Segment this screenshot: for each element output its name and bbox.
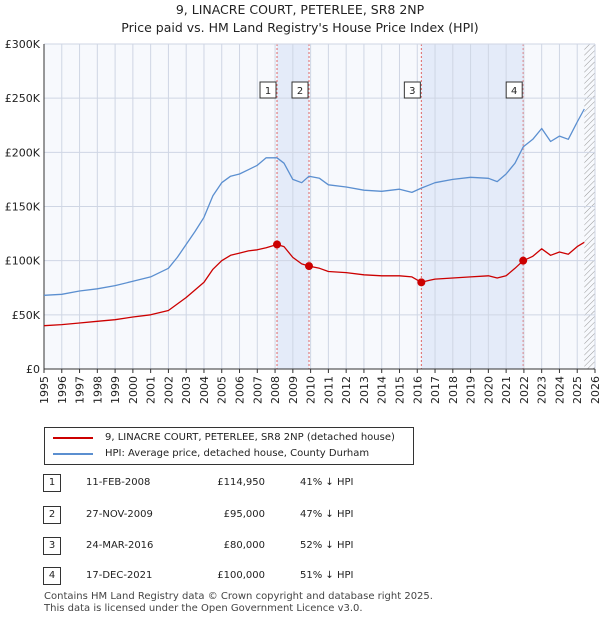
footer-license: This data is licensed under the Open Gov…	[44, 603, 363, 614]
x-tick-label: 2022	[518, 376, 531, 404]
x-tick-label: 2023	[536, 376, 549, 404]
y-tick-label: £150K	[5, 201, 41, 214]
legend-label-property: 9, LINACRE COURT, PETERLEE, SR8 2NP (det…	[105, 432, 395, 443]
sale-marker-label: 2	[297, 86, 303, 97]
table-row: 2 27-NOV-2009 £95,000 47% ↓ HPI	[0, 506, 600, 526]
price-chart: £0 £50K £100K £150K £200K £250K £300K 1995 1996 1…	[5, 38, 600, 404]
transaction-number: 1	[43, 474, 61, 492]
transaction-date: 27-NOV-2009	[86, 509, 153, 520]
x-tick-label: 2014	[376, 376, 389, 404]
legend-swatch-property	[53, 437, 93, 439]
transaction-date: 24-MAR-2016	[86, 540, 154, 551]
table-row: 3 24-MAR-2016 £80,000 52% ↓ HPI	[0, 537, 600, 557]
x-tick-label: 2024	[553, 376, 566, 404]
table-row: 4 17-DEC-2021 £100,000 51% ↓ HPI	[0, 567, 600, 587]
x-tick-label: 1996	[56, 376, 69, 404]
y-tick-label: £250K	[5, 92, 41, 105]
sale-marker-label: 3	[409, 86, 415, 97]
x-tick-label: 2026	[589, 376, 600, 404]
footer-copyright: Contains HM Land Registry data © Crown c…	[44, 591, 433, 602]
sale-marker-box	[291, 81, 309, 99]
transaction-hpi-diff: 41% ↓ HPI	[300, 477, 354, 488]
x-tick-label: 2003	[180, 376, 193, 404]
y-tick-label: £50K	[12, 309, 41, 322]
sale-point	[417, 278, 426, 287]
x-tick-label: 2011	[322, 376, 335, 404]
x-tick-label: 2015	[393, 376, 406, 404]
transaction-price: £114,950	[217, 477, 265, 488]
y-tick-label: £100K	[5, 255, 41, 268]
x-tick-label: 2019	[465, 376, 478, 404]
y-tick-label: £200K	[5, 146, 41, 159]
x-tick-label: 2025	[571, 376, 584, 404]
x-tick-label: 2016	[411, 376, 424, 404]
x-tick-label: 2004	[198, 376, 211, 404]
legend-swatch-hpi	[53, 453, 93, 455]
x-tick-label: 2005	[216, 376, 229, 404]
property-price-line	[43, 241, 585, 327]
legend-label-hpi: HPI: Average price, detached house, Coun…	[105, 448, 370, 459]
x-tick-label: 2020	[482, 376, 495, 404]
transaction-number: 4	[43, 567, 61, 585]
x-tick-label: 2012	[340, 376, 353, 404]
x-tick-label: 2018	[447, 376, 460, 404]
sale-marker-label: 4	[511, 86, 517, 97]
sale-point	[273, 240, 282, 249]
x-tick-label: 2007	[251, 376, 264, 404]
x-tick-label: 2010	[305, 376, 318, 404]
sale-marker-box	[403, 81, 421, 99]
sale-point	[519, 256, 528, 265]
transaction-price: £80,000	[223, 540, 265, 551]
sale-marker-box	[505, 81, 523, 99]
table-row: 1 11-FEB-2008 £114,950 41% ↓ HPI	[0, 474, 600, 494]
x-tick-label: 1995	[38, 376, 51, 404]
transaction-price: £95,000	[223, 509, 265, 520]
x-tick-label: 2017	[429, 376, 442, 404]
x-tick-label: 2006	[234, 376, 247, 404]
sale-marker-label: 1	[265, 86, 271, 97]
legend: 9, LINACRE COURT, PETERLEE, SR8 2NP (det…	[44, 427, 414, 465]
transaction-number: 3	[43, 537, 61, 555]
transaction-hpi-diff: 51% ↓ HPI	[300, 570, 354, 581]
transaction-date: 17-DEC-2021	[86, 570, 153, 581]
y-tick-label: £300K	[5, 38, 41, 51]
x-tick-label: 2009	[287, 376, 300, 404]
x-tick-label: 2021	[500, 376, 513, 404]
hpi-line	[43, 108, 585, 296]
x-tick-label: 2008	[269, 376, 282, 404]
sale-marker-box	[259, 81, 277, 99]
transaction-hpi-diff: 52% ↓ HPI	[300, 540, 354, 551]
transaction-number: 2	[43, 506, 61, 524]
chart-subtitle: Price paid vs. HM Land Registry's House …	[121, 20, 479, 35]
x-tick-label: 2001	[145, 376, 158, 404]
x-tick-label: 2002	[162, 376, 175, 404]
x-tick-label: 1997	[74, 376, 87, 404]
transaction-date: 11-FEB-2008	[86, 477, 151, 488]
transaction-price: £100,000	[217, 570, 265, 581]
x-tick-label: 1999	[109, 376, 122, 404]
y-tick-label: £0	[26, 363, 40, 376]
x-tick-label: 2000	[127, 376, 140, 404]
transaction-hpi-diff: 47% ↓ HPI	[300, 509, 354, 520]
sale-point	[305, 262, 314, 271]
x-tick-label: 2013	[358, 376, 371, 404]
x-tick-label: 1998	[91, 376, 104, 404]
chart-title: 9, LINACRE COURT, PETERLEE, SR8 2NP	[175, 2, 425, 17]
